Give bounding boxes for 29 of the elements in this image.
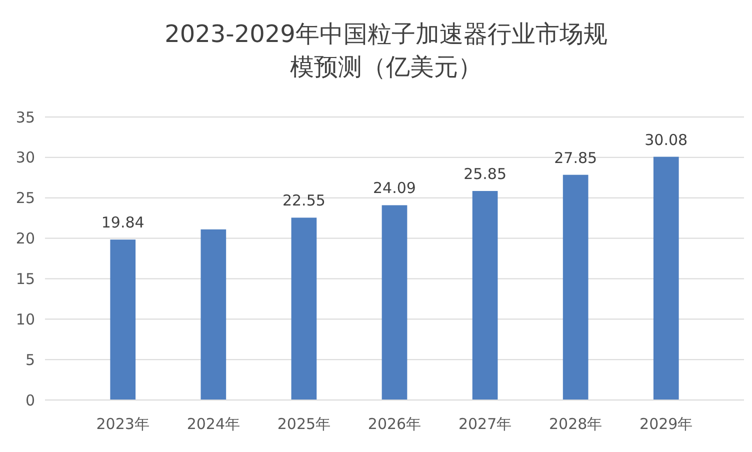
bar: [110, 240, 136, 400]
y-tick-label: 30: [16, 148, 35, 167]
y-tick-label: 5: [25, 350, 35, 369]
bar: [562, 174, 588, 400]
x-tick-label: 2024年: [186, 415, 240, 433]
bar: [200, 229, 226, 400]
y-tick-label: 25: [16, 189, 35, 208]
y-tick-label: 15: [16, 270, 35, 288]
data-label: 24.09: [373, 179, 416, 198]
data-label: 27.85: [554, 148, 598, 167]
x-tick-label: 2028年: [548, 415, 602, 433]
data-label: 30.08: [644, 130, 688, 149]
y-tick-label: 0: [25, 391, 35, 410]
x-tick-label: 2027年: [458, 415, 512, 433]
x-tick-label: 2023年: [96, 415, 150, 433]
y-tick-label: 10: [16, 310, 35, 328]
x-tick-label: 2026年: [368, 415, 422, 433]
y-tick-label: 20: [16, 230, 35, 248]
y-tick-label: 35: [16, 108, 35, 126]
bar: [291, 218, 317, 400]
chart-title: 2023-2029年中国粒子加速器行业市场规模预测（亿美元）: [164, 20, 608, 81]
bar: [472, 190, 498, 400]
x-tick-label: 2029年: [640, 415, 693, 433]
data-label: 22.55: [282, 192, 326, 210]
bar: [382, 205, 408, 400]
data-label: 25.85: [464, 164, 507, 183]
data-label: 19.84: [101, 214, 144, 232]
x-tick-label: 2025年: [277, 415, 331, 433]
bar: [653, 156, 679, 400]
